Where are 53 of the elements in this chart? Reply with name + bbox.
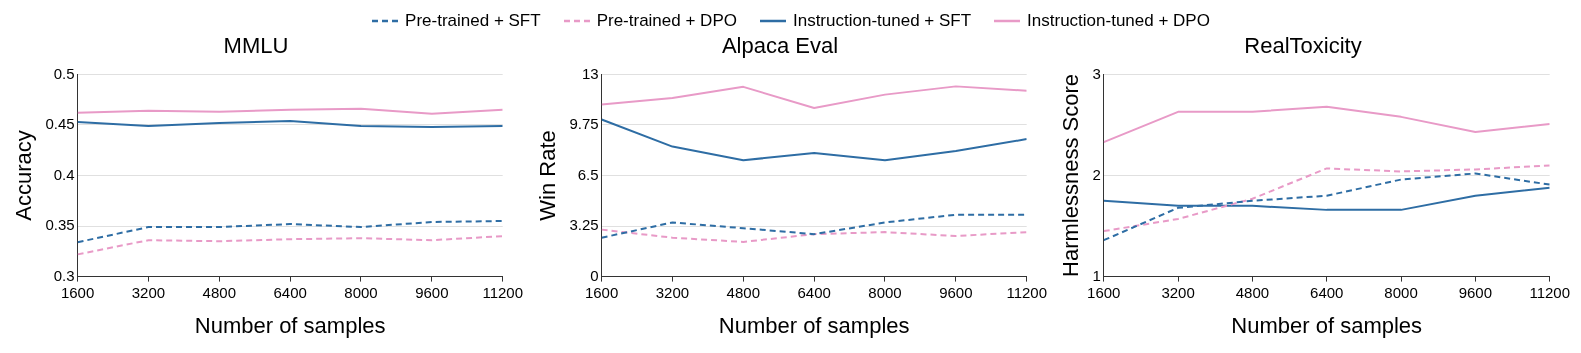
x-tick-label: 11200 bbox=[1529, 283, 1571, 301]
y-tick-label: 6.5 bbox=[577, 165, 599, 183]
legend-label: Instruction-tuned + DPO bbox=[1027, 11, 1210, 31]
x-tick-label: 9600 bbox=[1458, 283, 1493, 301]
y-tick-label: 9.75 bbox=[568, 115, 599, 133]
y-tick-label: 0.45 bbox=[45, 115, 75, 133]
y-tick-label: 3 bbox=[1092, 64, 1101, 82]
x-tick-label: 6400 bbox=[796, 283, 831, 301]
x-tick-label: 6400 bbox=[1310, 283, 1344, 301]
x-tick-label: 9600 bbox=[938, 283, 973, 301]
y-tick-label: 0.5 bbox=[53, 64, 75, 82]
line-series bbox=[601, 228, 1027, 243]
chart-title: RealToxicity bbox=[1244, 33, 1362, 59]
x-tick-label: 4800 bbox=[726, 283, 760, 301]
x-axis-title: Number of samples bbox=[194, 312, 386, 338]
y-axis-title: Harmlessness Score bbox=[1058, 74, 1084, 277]
line-series bbox=[1103, 172, 1550, 242]
line-series bbox=[601, 213, 1027, 239]
x-axis-title: Number of samples bbox=[1231, 312, 1423, 338]
x-tick-label: 8000 bbox=[344, 283, 378, 301]
line-series bbox=[77, 235, 503, 256]
x-tick-label: 8000 bbox=[1384, 283, 1418, 301]
x-tick-label: 9600 bbox=[415, 283, 449, 301]
chart-title: Alpaca Eval bbox=[721, 33, 838, 59]
x-tick-label: 11200 bbox=[482, 283, 524, 301]
y-axis-title: Win Rate bbox=[534, 130, 560, 221]
y-tick-label: 0.4 bbox=[53, 165, 75, 183]
x-tick-label: 4800 bbox=[1235, 283, 1270, 301]
y-tick-label: 3.25 bbox=[568, 216, 599, 234]
line-series bbox=[1103, 164, 1550, 233]
x-tick-label: 3200 bbox=[655, 283, 689, 301]
legend-label: Instruction-tuned + SFT bbox=[792, 11, 972, 31]
y-tick-label: 13 bbox=[581, 64, 599, 82]
x-tick-label: 8000 bbox=[867, 283, 902, 301]
x-axis-title: Number of samples bbox=[718, 312, 910, 338]
y-tick-label: 0.35 bbox=[45, 216, 75, 234]
x-tick-label: 3200 bbox=[131, 283, 166, 301]
y-tick-label: 2 bbox=[1092, 165, 1101, 183]
y-axis-title: Accuracy bbox=[11, 130, 37, 221]
x-tick-label: 1600 bbox=[60, 283, 95, 301]
y-tick-label: 1 bbox=[1092, 266, 1101, 284]
x-tick-label: 11200 bbox=[1005, 283, 1047, 301]
x-tick-label: 3200 bbox=[1161, 283, 1195, 301]
y-tick-label: 0 bbox=[589, 266, 599, 284]
x-tick-label: 4800 bbox=[202, 283, 236, 301]
x-tick-label: 1600 bbox=[1087, 283, 1121, 301]
x-tick-label: 6400 bbox=[273, 283, 307, 301]
line-series bbox=[77, 220, 503, 244]
legend-label: Pre-trained + SFT bbox=[405, 11, 541, 31]
x-tick-label: 1600 bbox=[584, 283, 618, 301]
y-tick-label: 0.3 bbox=[53, 266, 75, 284]
chart-title: MMLU bbox=[223, 33, 289, 59]
legend-label: Pre-trained + DPO bbox=[596, 11, 737, 31]
